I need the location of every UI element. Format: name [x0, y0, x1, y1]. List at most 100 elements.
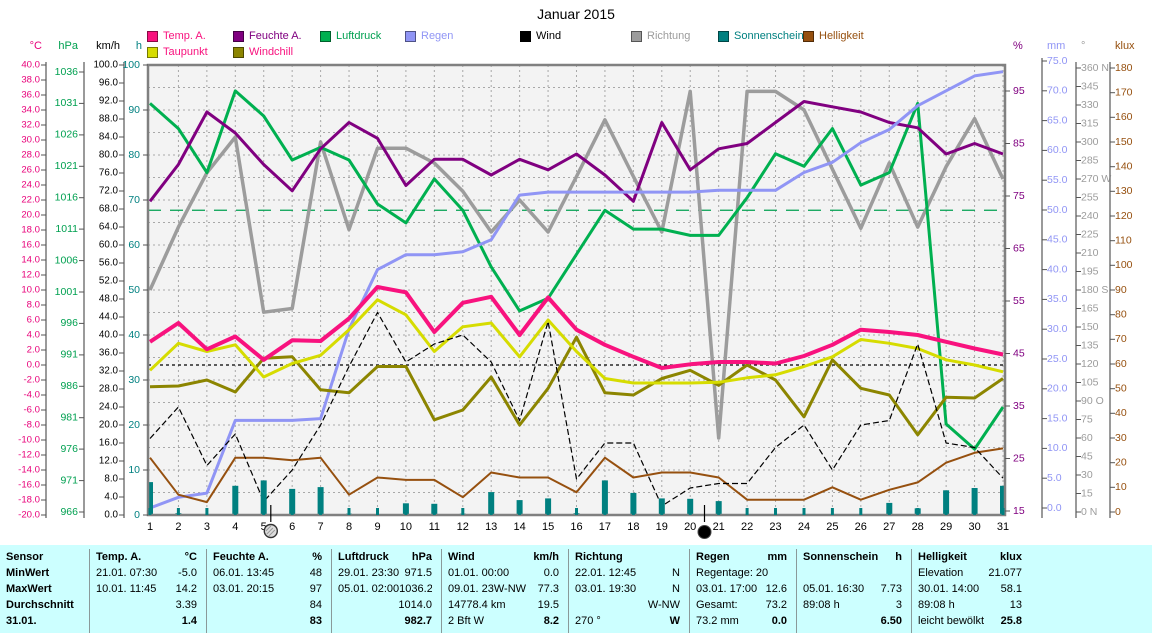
- sunshine-bar: [658, 498, 665, 515]
- table-cell: 01.01. 00:00 0.0: [448, 567, 559, 579]
- axis-tick-label-hours: 40: [128, 329, 140, 341]
- table-row-label: MinWert: [6, 567, 50, 579]
- axis-tick-label-degrees: 225: [1081, 228, 1099, 240]
- day-label: 11: [429, 521, 440, 533]
- axis-tick-label-mm: 10.0: [1047, 442, 1068, 454]
- axis-tick-label-celsius: -8.0: [23, 420, 40, 431]
- axis-tick-label-mm: 50.0: [1047, 204, 1068, 216]
- axis-tick-label-klux: 170: [1115, 86, 1133, 98]
- axis-tick-label-celsius: 24.0: [21, 180, 40, 191]
- day-label: 20: [684, 521, 696, 533]
- axis-tick-label-celsius: 30.0: [21, 135, 40, 146]
- axis-tick-label-degrees: 210: [1081, 247, 1099, 259]
- table-column-header: Feuchte A.%: [213, 551, 322, 563]
- axis-tick-label-hpa: 1011: [55, 223, 78, 235]
- regen-swatch-icon: [405, 30, 416, 42]
- day-tick: [319, 508, 323, 515]
- axis-tick-label-celsius: 34.0: [21, 105, 40, 116]
- unit-label-klux: klux: [1115, 40, 1135, 52]
- day-tick: [489, 508, 493, 515]
- table-cell: 1014.0: [398, 599, 432, 611]
- axis-tick-label-mm: 25.0: [1047, 353, 1068, 365]
- day-tick: [262, 508, 266, 515]
- page-title: Januar 2015: [537, 6, 615, 22]
- axis-tick-label-mm: 70.0: [1047, 85, 1068, 97]
- table-cell: 83: [309, 615, 322, 627]
- series-richtung: [148, 89, 1005, 440]
- series-windchill: [149, 335, 1004, 437]
- table-column-temp-a: Temp. A. °C 21.01. 07:30 -5.0 10.01. 11:45 14…: [89, 549, 206, 633]
- axis-tick-label-celsius: -4.0: [23, 390, 40, 401]
- sunshine-bar: [289, 488, 296, 515]
- axis-tick-label-hours: 20: [128, 419, 140, 431]
- legend-label: Windchill: [249, 46, 294, 58]
- day-tick: [546, 508, 550, 515]
- axis-tick-label-percent: 25: [1013, 452, 1025, 464]
- day-label: 30: [968, 521, 980, 533]
- full-moon-icon: [263, 523, 278, 539]
- wind-swatch-icon: [520, 30, 531, 42]
- axis-tick-label-kmh: 48.0: [99, 294, 119, 305]
- axis-tick-label-hours: 50: [128, 284, 140, 296]
- day-tick: [205, 508, 209, 515]
- table-column-regen: Regen mm Regentage: 20 03.01. 17:00 12.6 Gesa…: [689, 549, 796, 633]
- axis-tick-label-hpa: 971: [60, 474, 78, 486]
- sunshine-bar: [516, 500, 523, 515]
- weather-chart[interactable]: 40.038.036.034.032.030.028.026.024.022.0…: [0, 0, 1152, 545]
- legend-item-regen: Regen: [405, 30, 453, 42]
- taupunkt-swatch-icon: [147, 46, 158, 58]
- helligkeit-swatch-icon: [803, 30, 814, 42]
- legend-item-taupunkt: Taupunkt: [147, 46, 208, 58]
- axis-tick-label-degrees: 180 S: [1081, 284, 1108, 296]
- axis-tick-label-klux: 140: [1115, 160, 1133, 172]
- unit-label-celsius: °C: [29, 40, 42, 52]
- table-row-label: MaxWert: [6, 583, 52, 595]
- axis-tick-label-mm: 65.0: [1047, 114, 1068, 126]
- axis-tick-label-degrees: 270 W: [1081, 173, 1111, 185]
- day-label: 24: [798, 521, 810, 533]
- axis-tick-label-percent: 45: [1013, 347, 1025, 359]
- table-column-sensor: Sensor MinWert MaxWert Durchschnitt 31.01.: [0, 549, 89, 633]
- axis-tick-label-celsius: 36.0: [21, 90, 40, 101]
- axis-tick-label-kmh: 52.0: [99, 276, 119, 287]
- axis-tick-label-hours: 10: [128, 464, 140, 476]
- table-cell: 10.01. 11:45 14.2: [96, 583, 197, 595]
- axis-tick-label-celsius: -12.0: [18, 450, 40, 461]
- table-cell: Elevation 21.077: [918, 567, 1022, 579]
- full-moon-hatch: [265, 525, 276, 537]
- unit-label-hpa: hPa: [58, 40, 78, 52]
- axis-tick-label-hpa: 1036: [55, 66, 79, 78]
- axis-tick-label-kmh: 72.0: [99, 186, 119, 197]
- table-row-label: Durchschnitt: [6, 599, 74, 611]
- axis-tick-label-kmh: 68.0: [99, 204, 119, 215]
- temp-a-swatch-icon: [147, 30, 158, 42]
- sunshine-bar: [147, 482, 153, 515]
- day-label: 17: [599, 521, 611, 533]
- table-cell: 1.4: [181, 615, 197, 627]
- table-filler: [1031, 549, 1152, 633]
- axis-tick-label-klux: 0: [1115, 506, 1121, 518]
- table-cell: 14778.4 km 19.5: [448, 599, 559, 611]
- day-label: 31: [997, 521, 1009, 533]
- richtung-swatch-icon: [631, 30, 642, 42]
- axis-tick-label-mm: 0.0: [1047, 502, 1062, 514]
- day-tick: [973, 508, 977, 515]
- summary-table: Sensor MinWert MaxWert Durchschnitt 31.01. Te…: [0, 545, 1152, 633]
- axis-tick-label-klux: 40: [1115, 407, 1127, 419]
- table-cell: W-NW: [647, 599, 680, 611]
- axis-tick-label-mm: 30.0: [1047, 323, 1068, 335]
- legend-label: Richtung: [647, 30, 691, 42]
- axis-tick-label-klux: 10: [1115, 481, 1127, 493]
- axis-tick-label-degrees: 15: [1081, 487, 1093, 499]
- series-helligkeit: [149, 447, 1004, 504]
- legend-item-temp-a: Temp. A.: [147, 30, 206, 42]
- axis-tick-label-klux: 90: [1115, 284, 1127, 296]
- day-label: 6: [289, 521, 295, 533]
- day-label: 27: [883, 521, 895, 533]
- axis-tick-label-kmh: 24.0: [99, 402, 119, 413]
- day-tick: [518, 508, 522, 515]
- axis-tick-label-hpa: 1016: [55, 191, 79, 203]
- axis-tick-label-mm: 35.0: [1047, 293, 1068, 305]
- table-cell: Gesamt: 73.2: [696, 599, 787, 611]
